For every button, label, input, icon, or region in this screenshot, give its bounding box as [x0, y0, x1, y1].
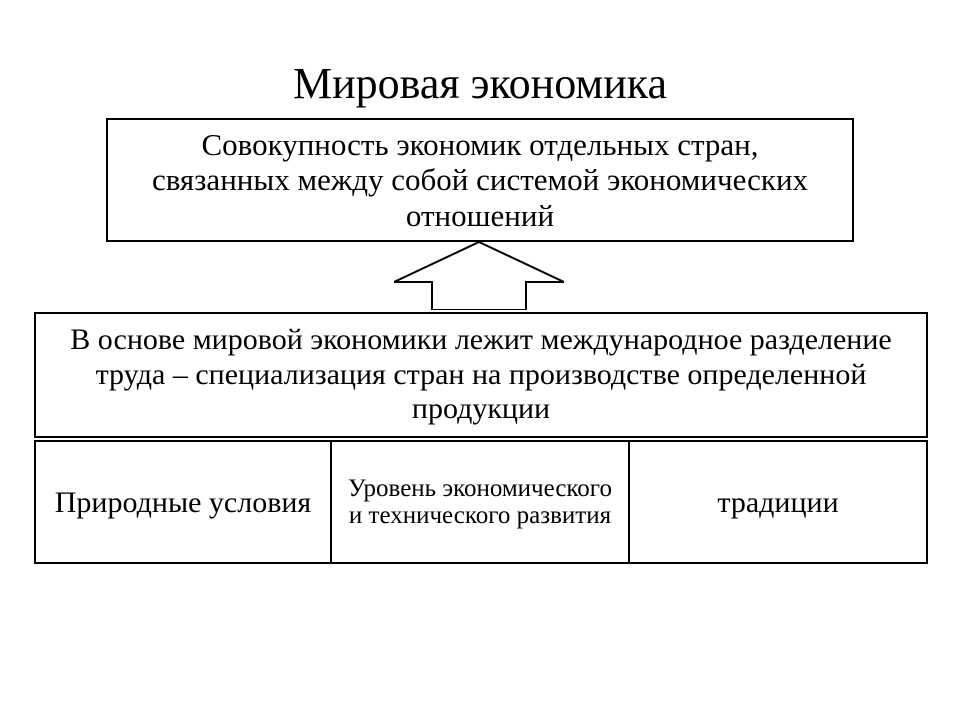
factor-text-1: Природные условия — [55, 486, 311, 519]
factor-cell-3: традиции — [630, 440, 928, 564]
arrow-up-icon — [394, 242, 564, 310]
diagram-canvas: Мировая экономика Совокупность экономик … — [0, 0, 960, 720]
basis-box: В основе мировой экономики лежит междуна… — [34, 312, 928, 438]
definition-text: Совокупность экономик отдельных стран, с… — [136, 127, 824, 234]
definition-box: Совокупность экономик отдельных стран, с… — [106, 118, 854, 242]
arrow-up — [394, 242, 564, 310]
basis-text: В основе мировой экономики лежит междуна… — [56, 323, 906, 427]
factor-text-2: Уровень экономического и технического ра… — [342, 475, 618, 530]
page-title: Мировая экономика — [0, 58, 960, 109]
factor-text-3: традиции — [717, 486, 838, 519]
factor-cell-1: Природные условия — [34, 440, 332, 564]
factor-cell-2: Уровень экономического и технического ра… — [332, 440, 630, 564]
factors-row: Природные условия Уровень экономического… — [34, 440, 928, 564]
